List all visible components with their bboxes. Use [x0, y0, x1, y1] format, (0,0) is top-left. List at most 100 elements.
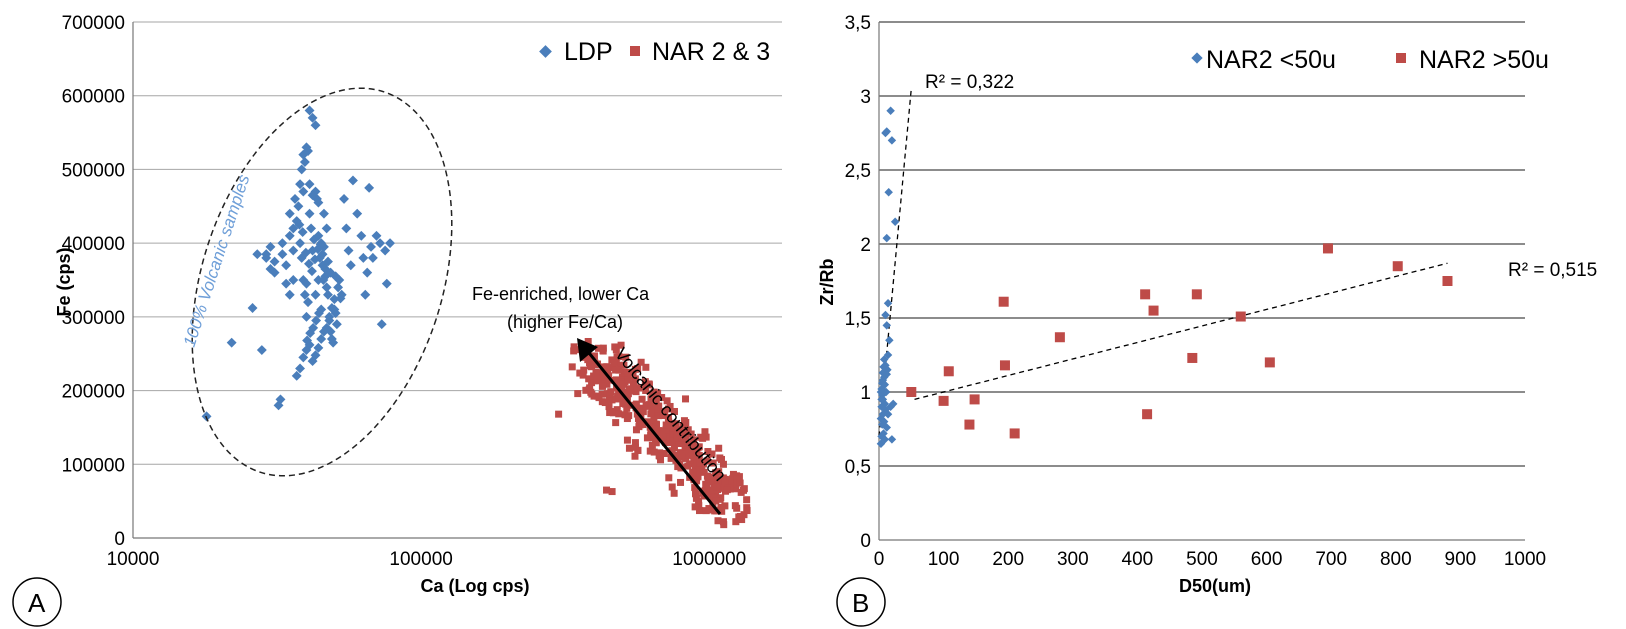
nar-point: [638, 395, 646, 403]
ldp-point: [301, 311, 312, 322]
nar-point: [718, 507, 726, 515]
y-tick-label-a: 600000: [62, 87, 125, 108]
nar-point: [721, 479, 729, 487]
ldp-point: [360, 289, 371, 300]
nar-point: [691, 484, 699, 492]
nar-point: [689, 452, 697, 460]
ldp-point: [294, 219, 305, 230]
ldp-point: [247, 303, 258, 313]
ldp-point: [300, 247, 311, 258]
nar-point: [684, 426, 692, 434]
ldp-point: [313, 197, 324, 208]
nar-point: [650, 448, 658, 456]
fe-enriched-label-line2: (higher Fe/Ca): [507, 312, 623, 332]
nar-point: [700, 468, 708, 476]
small-d50-point: [881, 310, 890, 320]
legend-b: NAR2 <50u NAR2 >50u: [1191, 46, 1549, 74]
nar-point: [603, 486, 611, 494]
nar-point: [655, 452, 663, 460]
y-tick-label-a: 500000: [62, 160, 125, 181]
nar-point: [659, 433, 667, 441]
nar-point: [652, 420, 660, 428]
ldp-point: [323, 256, 333, 267]
x-tick-label-a: 10000: [107, 549, 160, 570]
nar-point: [626, 385, 634, 393]
nar-point: [568, 363, 576, 371]
ldp-point: [299, 289, 310, 300]
nar-point: [615, 353, 623, 361]
x-tick-label-b: 600: [1251, 549, 1283, 570]
nar-point: [599, 382, 607, 390]
nar-point: [652, 395, 660, 403]
nar-point: [733, 504, 741, 512]
ldp-point: [314, 308, 324, 319]
nar-point: [719, 460, 727, 468]
nar-point: [666, 426, 674, 434]
nar-point: [649, 404, 657, 412]
nar-point: [717, 494, 725, 502]
volcanic-samples-label: 100% Volcanic samples: [180, 172, 254, 349]
large-d50-point: [906, 387, 917, 397]
nar-point: [631, 452, 639, 460]
nar-point: [706, 473, 714, 481]
nar-point: [732, 518, 740, 526]
panel-b-scatter: 0 0,5 1 1,5 2 2,5 3 3,5 0 100 200 300 400 500 600 700 80…: [817, 13, 1546, 596]
nar-point: [621, 411, 629, 419]
nar-point: [652, 425, 660, 433]
nar-point: [673, 434, 681, 442]
nar-point: [662, 421, 670, 429]
nar-point: [682, 395, 690, 403]
nar-point: [611, 377, 619, 385]
nar-point: [703, 457, 711, 465]
ldp-point: [226, 337, 237, 348]
nar-point: [658, 427, 666, 435]
ldp-point: [366, 241, 376, 252]
nar-point: [701, 487, 709, 495]
nar-point: [682, 418, 690, 426]
nar-point: [733, 475, 741, 483]
nar-point: [714, 478, 722, 486]
y-tick-label-b: 0,5: [845, 457, 871, 478]
large-d50-point: [938, 395, 949, 406]
ldp-point: [305, 328, 316, 339]
small-d50-point: [885, 335, 894, 345]
ldp-point: [298, 352, 309, 363]
nar-point: [705, 505, 713, 513]
large-d50-point: [964, 419, 975, 430]
ldp-point: [284, 289, 295, 300]
nar-point: [645, 381, 653, 389]
panel-b-letter: B: [852, 588, 869, 618]
nar-point: [624, 390, 632, 398]
ldp-point: [265, 241, 276, 252]
legend-b-large-marker: [1396, 53, 1406, 63]
small-d50-point: [876, 439, 886, 449]
nar-point: [683, 451, 691, 459]
nar-point: [613, 380, 621, 388]
nar-point: [609, 407, 617, 415]
nar-point: [585, 375, 593, 383]
x-tick-label-b: 300: [1057, 549, 1089, 570]
nar-point: [711, 507, 719, 515]
y-tick-label-a: 700000: [62, 13, 125, 34]
nar-point: [606, 390, 614, 398]
nar-point: [682, 454, 690, 462]
nar-point: [579, 371, 587, 379]
volcanic-contribution-arrowhead: [577, 338, 598, 362]
nar-point: [594, 373, 602, 381]
nar-point: [643, 402, 651, 410]
nar-point: [680, 427, 688, 435]
y-axis-title-b: Zr/Rb: [817, 259, 837, 306]
large-d50-point: [969, 394, 980, 405]
ldp-point: [265, 263, 276, 274]
nar-point: [580, 366, 588, 374]
nar-point: [617, 341, 625, 349]
ldp-point: [321, 223, 332, 234]
ldp-point: [306, 223, 317, 234]
ldp-point: [252, 249, 263, 260]
nar-point: [601, 371, 609, 379]
nar-point: [694, 443, 702, 451]
nar-point: [594, 344, 602, 352]
ldp-point: [367, 252, 378, 263]
nar-point: [587, 388, 595, 396]
nar-point: [678, 434, 686, 442]
